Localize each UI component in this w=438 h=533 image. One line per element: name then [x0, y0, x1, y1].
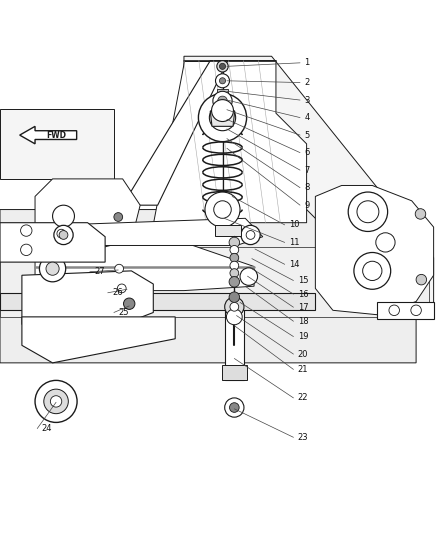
Circle shape [246, 231, 255, 239]
Text: 3: 3 [304, 95, 310, 104]
Circle shape [354, 253, 391, 289]
Text: 22: 22 [298, 393, 308, 402]
Circle shape [124, 298, 135, 310]
Text: 24: 24 [42, 424, 52, 433]
Circle shape [225, 398, 244, 417]
Circle shape [39, 255, 66, 282]
Polygon shape [20, 126, 77, 144]
Circle shape [46, 262, 59, 275]
Circle shape [229, 277, 240, 287]
Circle shape [348, 192, 388, 231]
Circle shape [241, 225, 260, 245]
Polygon shape [215, 225, 241, 236]
Circle shape [215, 74, 230, 88]
Polygon shape [0, 247, 429, 317]
Polygon shape [44, 219, 263, 246]
Text: 15: 15 [298, 276, 308, 285]
Polygon shape [184, 56, 434, 310]
Text: 1: 1 [304, 58, 310, 67]
Polygon shape [35, 179, 140, 253]
Circle shape [59, 231, 68, 239]
Polygon shape [222, 365, 247, 381]
Polygon shape [377, 302, 434, 319]
Text: 11: 11 [289, 238, 300, 247]
Circle shape [415, 209, 426, 219]
Circle shape [218, 96, 227, 106]
Circle shape [21, 244, 32, 255]
Text: 18: 18 [298, 317, 308, 326]
Text: 17: 17 [298, 303, 308, 312]
Circle shape [219, 63, 226, 69]
Text: 20: 20 [298, 350, 308, 359]
Circle shape [389, 305, 399, 316]
Circle shape [416, 274, 427, 285]
Circle shape [219, 78, 226, 84]
Text: 5: 5 [304, 131, 310, 140]
Polygon shape [315, 185, 434, 314]
Text: 8: 8 [304, 183, 310, 192]
Circle shape [213, 91, 232, 110]
Text: 10: 10 [289, 220, 300, 229]
Circle shape [57, 229, 66, 238]
Circle shape [50, 395, 62, 407]
Circle shape [44, 389, 68, 414]
Polygon shape [225, 310, 244, 381]
Circle shape [209, 104, 236, 131]
Circle shape [230, 403, 239, 413]
Text: 25: 25 [118, 308, 129, 317]
Polygon shape [0, 109, 114, 179]
Text: 6: 6 [304, 148, 310, 157]
Circle shape [411, 305, 421, 316]
Circle shape [226, 309, 242, 325]
Circle shape [35, 381, 77, 423]
Polygon shape [0, 209, 416, 363]
Text: 4: 4 [304, 113, 310, 122]
Circle shape [229, 237, 240, 248]
Text: 26: 26 [112, 288, 123, 297]
Circle shape [117, 284, 126, 293]
Circle shape [217, 61, 228, 72]
Polygon shape [217, 89, 228, 93]
Text: 2: 2 [304, 78, 310, 87]
Text: 19: 19 [298, 332, 308, 341]
Circle shape [115, 264, 124, 273]
Circle shape [205, 192, 240, 227]
Circle shape [225, 297, 244, 317]
Circle shape [230, 246, 239, 254]
Text: 14: 14 [289, 260, 300, 269]
Polygon shape [123, 61, 228, 205]
Circle shape [240, 268, 258, 285]
Text: 7: 7 [304, 166, 310, 175]
Circle shape [229, 292, 240, 302]
Circle shape [230, 269, 239, 278]
Text: 27: 27 [94, 267, 105, 276]
Polygon shape [0, 293, 315, 310]
Circle shape [114, 213, 123, 221]
Text: 9: 9 [304, 201, 310, 209]
Polygon shape [22, 317, 175, 363]
Polygon shape [0, 223, 105, 262]
Circle shape [214, 201, 231, 219]
Text: FWD: FWD [46, 131, 66, 140]
Text: 16: 16 [298, 289, 308, 298]
Circle shape [230, 261, 239, 270]
Circle shape [363, 261, 382, 280]
Polygon shape [153, 61, 223, 223]
Circle shape [54, 225, 73, 245]
Circle shape [376, 233, 395, 252]
Text: 23: 23 [298, 433, 308, 442]
Polygon shape [210, 111, 235, 126]
Polygon shape [35, 243, 254, 290]
Circle shape [53, 205, 74, 227]
Circle shape [357, 201, 379, 223]
Circle shape [198, 93, 247, 142]
Circle shape [21, 225, 32, 236]
Circle shape [230, 302, 239, 311]
Text: 21: 21 [298, 365, 308, 374]
Polygon shape [22, 271, 153, 324]
Polygon shape [223, 61, 307, 223]
Circle shape [212, 100, 233, 122]
Circle shape [230, 253, 239, 262]
